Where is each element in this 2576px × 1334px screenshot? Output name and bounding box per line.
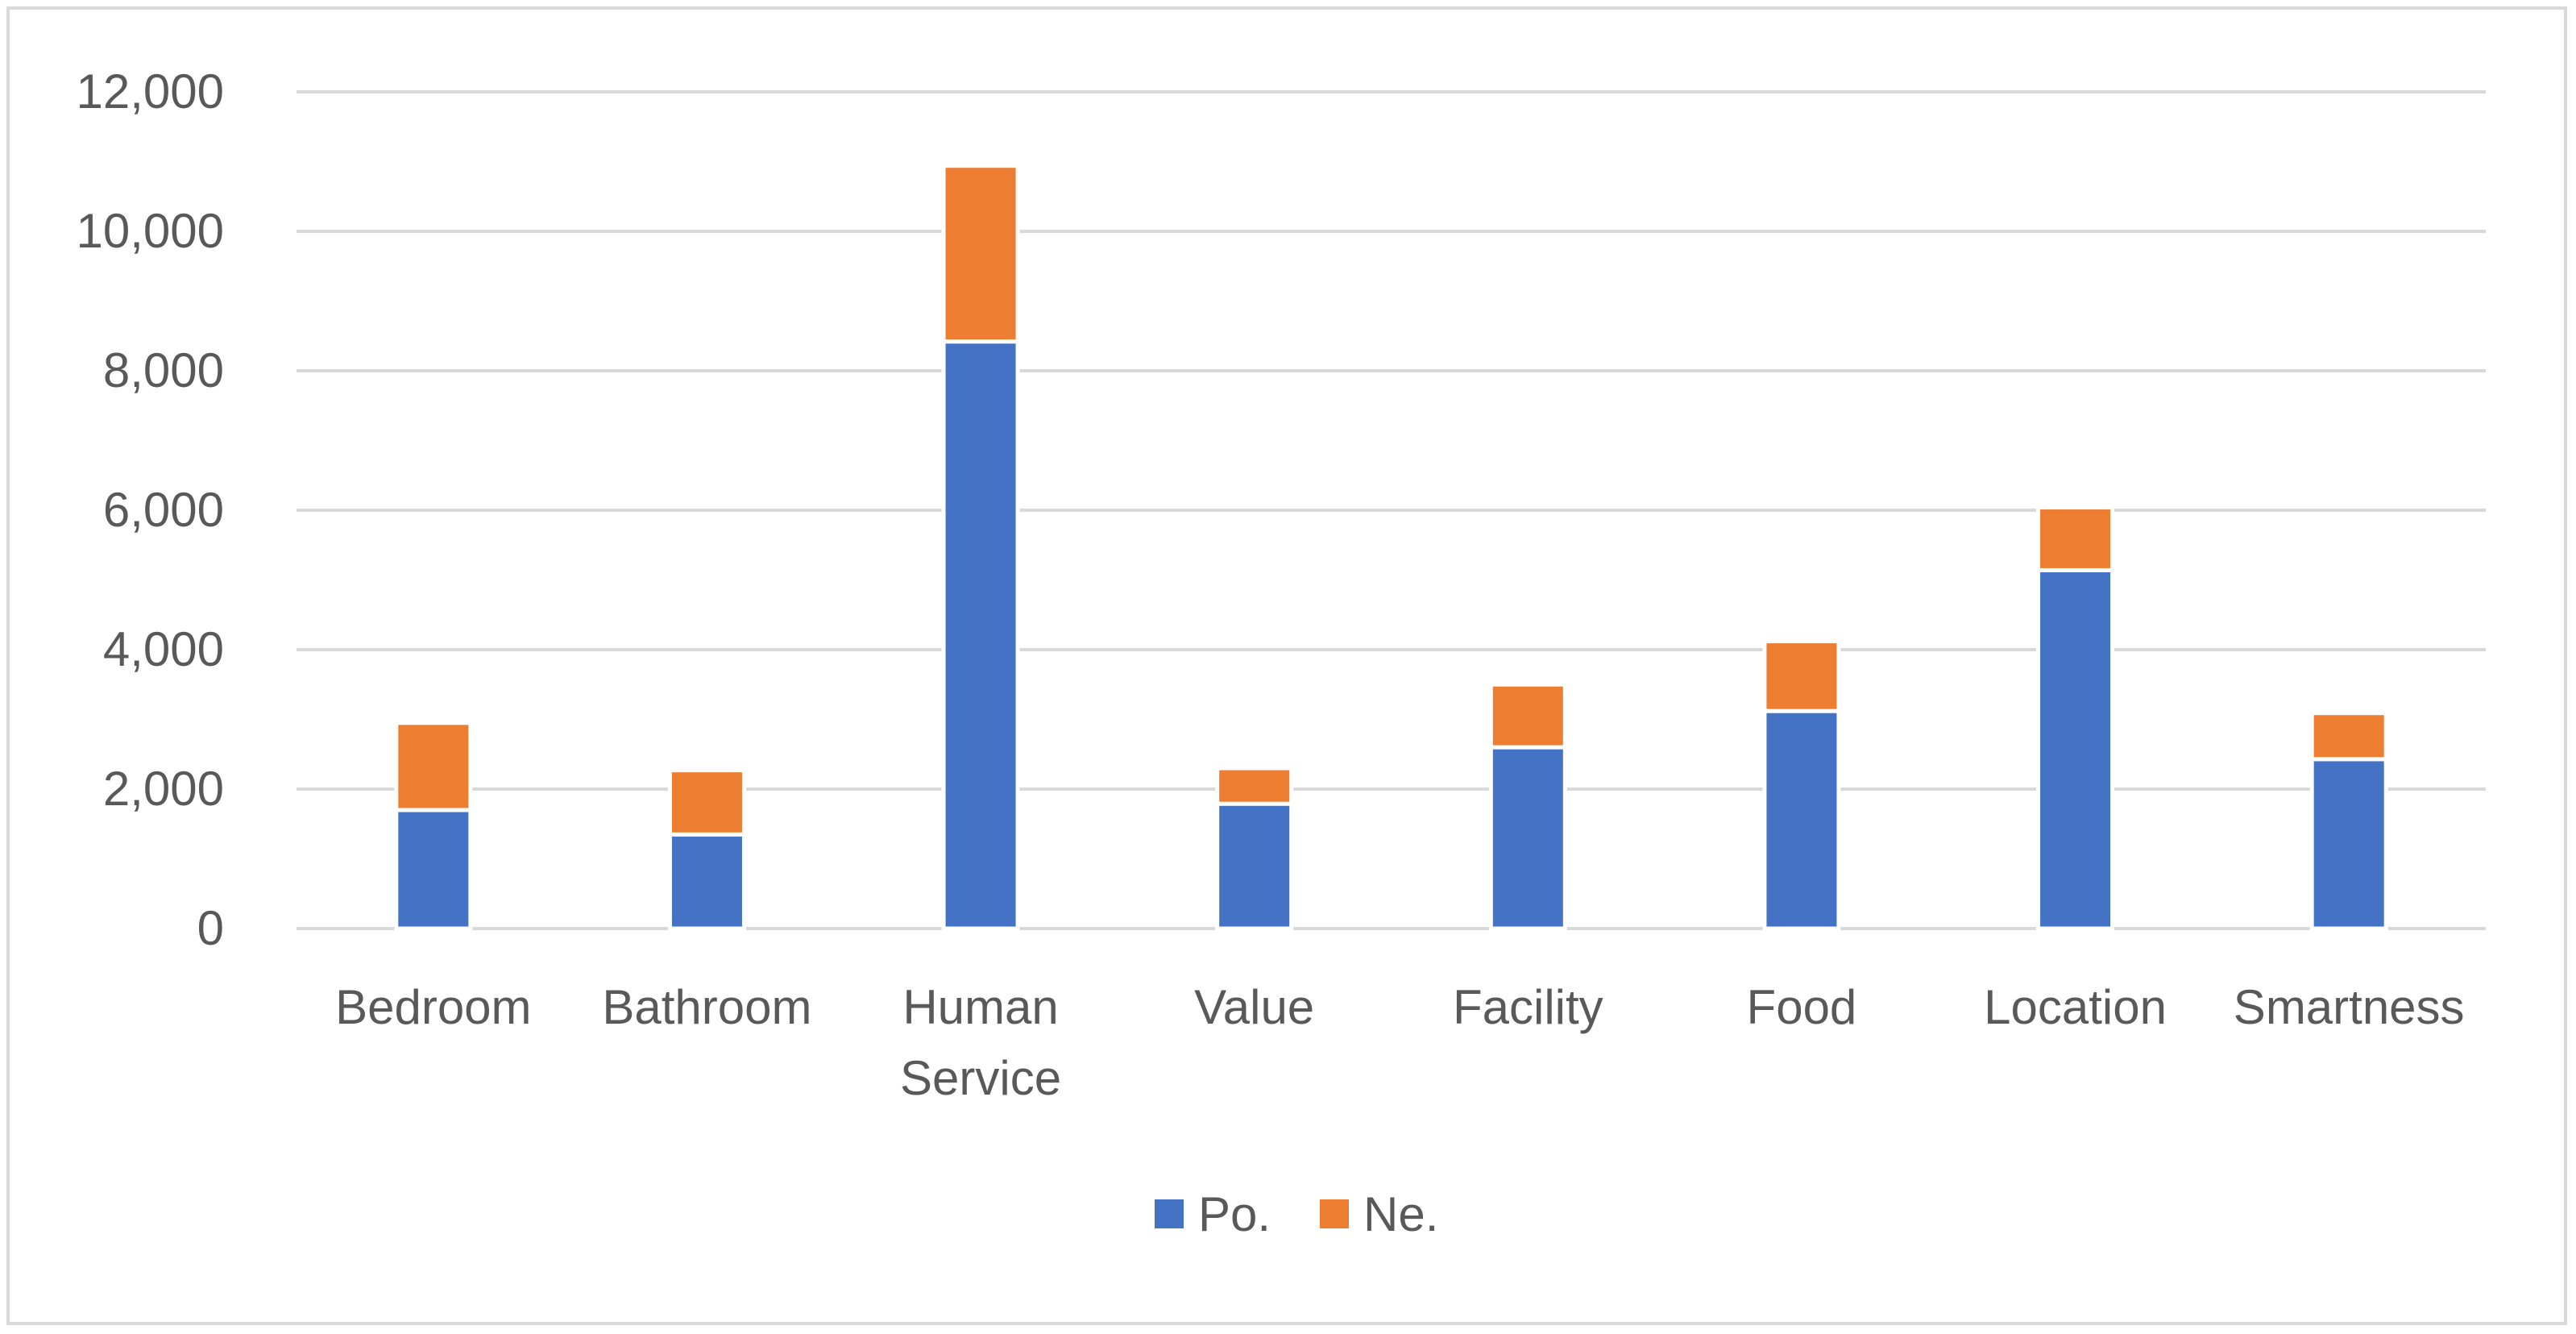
- x-category-label: Smartness: [2234, 980, 2465, 1034]
- bar-ne-value: [1215, 766, 1294, 806]
- chart-frame: [6, 6, 2567, 1325]
- y-tick-label: 10,000: [76, 204, 224, 258]
- legend-swatch-po: [1155, 1199, 1184, 1228]
- x-category-label: Bedroom: [335, 980, 531, 1034]
- y-tick-label: 2,000: [103, 762, 224, 816]
- bar-ne-location: [2036, 505, 2115, 572]
- x-category-label: Location: [1984, 980, 2167, 1034]
- y-tick-label: 4,000: [103, 622, 224, 676]
- y-tick-label: 0: [197, 901, 224, 955]
- x-axis: Bedroom Bathroom Human Service Value Facility…: [335, 980, 2464, 1105]
- x-category-label: Bathroom: [602, 980, 811, 1034]
- legend-label-po: Po.: [1198, 1187, 1271, 1241]
- bar-ne-bathroom: [667, 768, 746, 837]
- x-category-label: Service: [900, 1051, 1061, 1105]
- legend-label-ne: Ne.: [1363, 1187, 1438, 1241]
- y-tick-label: 8,000: [103, 343, 224, 397]
- y-axis: 0 2,000 4,000 6,000 8,000 10,000 12,000: [76, 64, 224, 955]
- bar-ne-bedroom: [394, 721, 473, 812]
- bar-po-bedroom: [394, 808, 473, 931]
- bar-po-facility: [1488, 745, 1567, 931]
- bar-po-bathroom: [667, 832, 746, 931]
- bar-ne-smartness: [2309, 711, 2388, 762]
- bar-ne-facility: [1488, 682, 1567, 750]
- x-category-label: Human: [902, 980, 1058, 1034]
- bar-ne-human-service: [941, 164, 1020, 344]
- bar-po-food: [1762, 709, 1841, 931]
- bar-ne-food: [1762, 639, 1841, 713]
- bar-po-value: [1215, 801, 1294, 931]
- bar-po-location: [2036, 567, 2115, 931]
- x-category-label: Value: [1194, 980, 1314, 1034]
- y-tick-label: 6,000: [103, 483, 224, 537]
- legend-swatch-ne: [1320, 1199, 1349, 1228]
- legend: Po. Ne.: [1155, 1187, 1438, 1241]
- x-category-label: Facility: [1453, 980, 1603, 1034]
- y-tick-label: 12,000: [76, 64, 224, 118]
- x-category-label: Food: [1747, 980, 1857, 1034]
- bars: [394, 164, 2388, 931]
- bar-po-smartness: [2309, 757, 2388, 931]
- gridlines: [297, 90, 2486, 930]
- bar-po-human-service: [941, 339, 1020, 931]
